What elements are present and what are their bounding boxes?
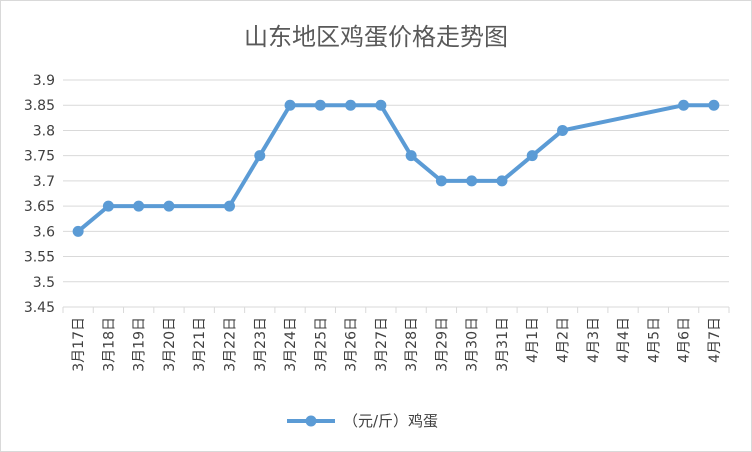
legend[interactable]: （元/斤）鸡蛋 bbox=[287, 412, 438, 430]
x-tick-label: 3月20日 bbox=[162, 317, 178, 372]
x-tick-label: 3月21日 bbox=[192, 317, 208, 372]
data-point-4月7日[interactable] bbox=[708, 99, 720, 111]
data-point-3月30日[interactable] bbox=[466, 175, 478, 187]
data-point-3月17日[interactable] bbox=[72, 225, 84, 237]
x-tick-label: 3月19日 bbox=[132, 317, 148, 372]
x-tick-label: 3月17日 bbox=[71, 317, 87, 372]
data-point-3月24日[interactable] bbox=[284, 99, 296, 111]
y-tick-label: 3.6 bbox=[33, 224, 55, 240]
y-tick-label: 3.65 bbox=[24, 199, 55, 215]
y-tick-label: 3.8 bbox=[33, 123, 55, 139]
x-tick-label: 3月28日 bbox=[404, 317, 420, 372]
data-point-3月22日[interactable] bbox=[224, 200, 235, 212]
data-point-3月29日[interactable] bbox=[435, 175, 447, 187]
x-tick-label: 3月27日 bbox=[374, 317, 390, 372]
x-tick-label: 3月24日 bbox=[283, 317, 299, 372]
legend-marker bbox=[305, 415, 317, 427]
series bbox=[72, 99, 720, 237]
x-tick-label: 3月31日 bbox=[495, 317, 511, 372]
axes bbox=[62, 307, 730, 313]
data-point-3月28日[interactable] bbox=[405, 150, 417, 162]
x-tick-label: 4月6日 bbox=[677, 317, 693, 363]
x-tick-label: 3月29日 bbox=[434, 317, 450, 372]
data-point-3月26日[interactable] bbox=[345, 99, 357, 111]
y-tick-label: 3.45 bbox=[24, 300, 55, 316]
x-tick-label: 3月23日 bbox=[253, 317, 269, 372]
x-tick-label: 4月2日 bbox=[556, 317, 572, 363]
data-point-3月23日[interactable] bbox=[254, 150, 266, 162]
x-tick-label: 4月4日 bbox=[616, 317, 632, 363]
series-line bbox=[76, 103, 716, 234]
x-tick-label: 3月30日 bbox=[465, 317, 481, 372]
data-point-3月25日[interactable] bbox=[314, 99, 326, 111]
data-point-3月20日[interactable] bbox=[163, 200, 175, 212]
data-point-4月1日[interactable] bbox=[526, 150, 538, 162]
x-tick-labels: 3月17日 3月18日 3月19日 3月20日 3月21日 3月22日 3月23日 3月24日… bbox=[71, 317, 723, 372]
data-point-4月6日[interactable] bbox=[678, 99, 690, 111]
x-tick-label: 4月1日 bbox=[525, 317, 541, 363]
y-tick-labels: 3.45 3.5 3.55 3.6 3.65 3.7 3.75 3.8 3.85 3.9 bbox=[24, 73, 55, 316]
legend-label: （元/斤）鸡蛋 bbox=[343, 412, 438, 430]
data-point-4月2日[interactable] bbox=[557, 124, 568, 136]
x-tick-label: 4月5日 bbox=[646, 317, 662, 363]
y-tick-label: 3.75 bbox=[24, 149, 55, 165]
y-tick-label: 3.9 bbox=[33, 73, 55, 89]
y-tick-label: 3.7 bbox=[33, 174, 55, 190]
x-tick-label: 3月26日 bbox=[344, 317, 360, 372]
gridlines bbox=[63, 79, 729, 308]
y-tick-label: 3.55 bbox=[24, 250, 55, 266]
chart-title: 山东地区鸡蛋价格走势图 bbox=[244, 23, 508, 51]
x-tick-label: 4月3日 bbox=[586, 317, 602, 363]
data-point-3月31日[interactable] bbox=[496, 175, 508, 187]
data-point-3月19日[interactable] bbox=[133, 200, 145, 212]
x-tick-label: 3月25日 bbox=[313, 317, 329, 372]
data-point-3月18日[interactable] bbox=[102, 200, 114, 212]
x-tick-label: 3月18日 bbox=[101, 317, 117, 372]
x-tick-label: 4月7日 bbox=[707, 317, 723, 363]
data-point-3月27日[interactable] bbox=[375, 99, 387, 111]
x-tick-label: 3月22日 bbox=[223, 317, 239, 372]
y-tick-label: 3.85 bbox=[24, 98, 55, 114]
y-tick-label: 3.5 bbox=[33, 275, 55, 291]
